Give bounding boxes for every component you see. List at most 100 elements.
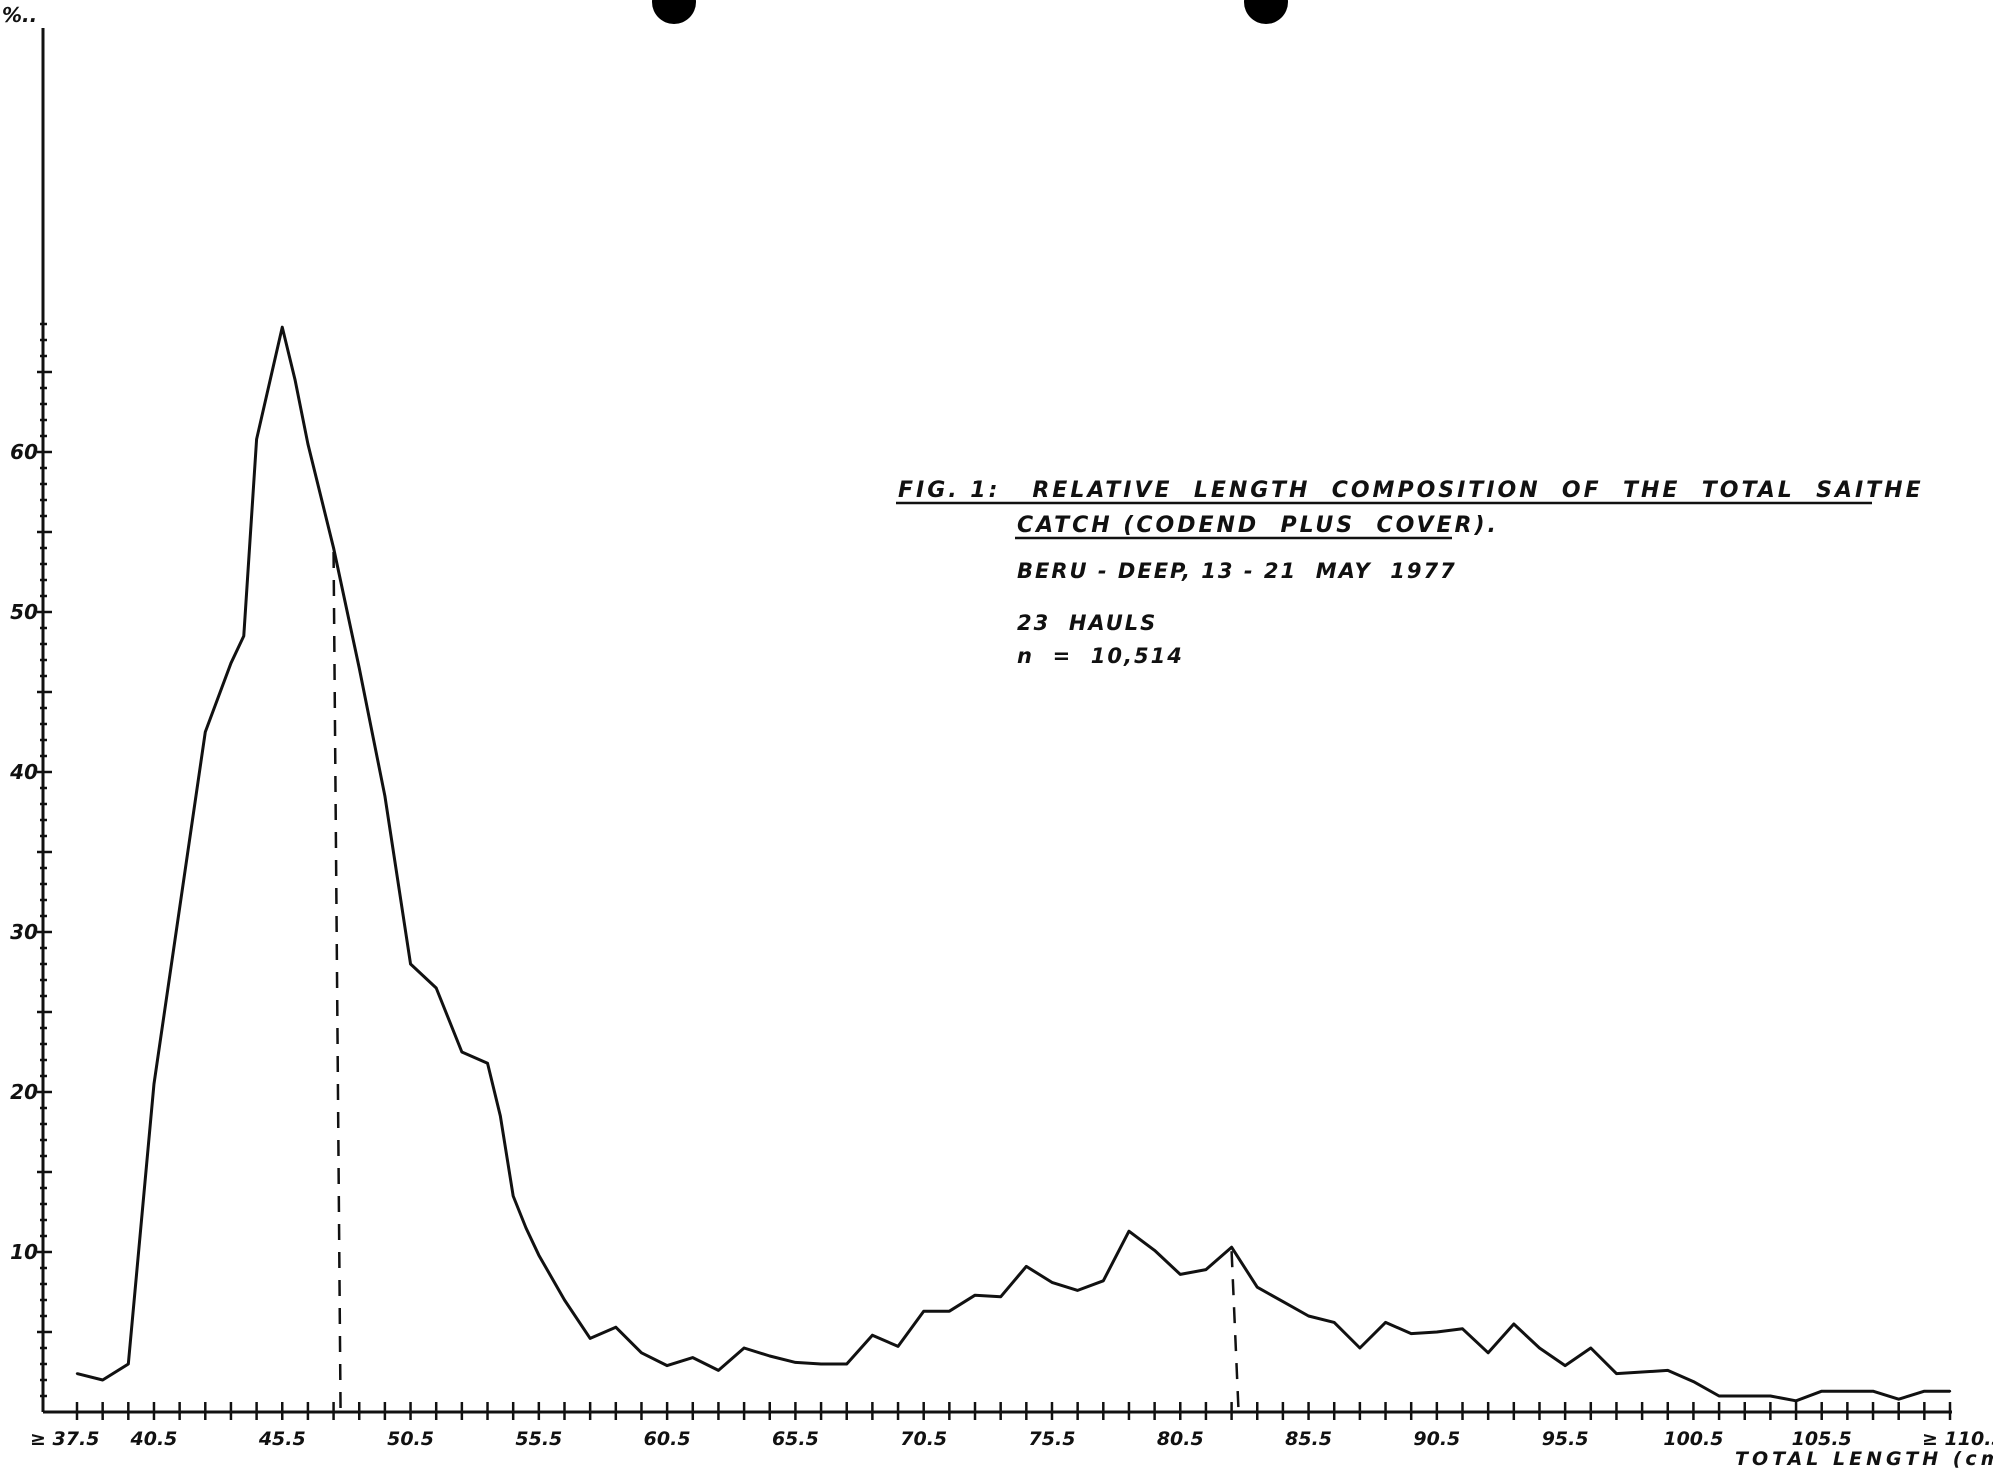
x-axis-title: TOTAL LENGTH (cm): [1735, 1448, 1993, 1469]
data-point: [127, 1362, 130, 1366]
data-point: [1563, 1364, 1567, 1367]
x-ticks: [75, 1402, 1952, 1420]
y-ticks: [37, 322, 52, 1398]
data-point: [293, 378, 297, 382]
x-tick-label: 45.5: [258, 1428, 306, 1450]
data-point: [511, 1194, 515, 1198]
data-point: [1589, 1346, 1592, 1350]
x-tick-label: 75.5: [1029, 1428, 1076, 1450]
data-point: [75, 1372, 79, 1375]
data-point: [845, 1362, 848, 1366]
data-point: [306, 442, 310, 446]
data-point: [1794, 1399, 1798, 1403]
binder-hole-left: [652, 0, 696, 24]
figure-title-line-1: FIG. 1: RELATIVE LENGTH COMPOSITION OF T…: [898, 478, 1924, 503]
data-point: [1666, 1369, 1669, 1372]
mode-lines: [332, 551, 1240, 1413]
data-point: [1512, 1322, 1516, 1326]
binder-hole-right: [1244, 0, 1288, 24]
data-point: [742, 1346, 746, 1350]
data-point: [794, 1361, 797, 1364]
mode-line: [332, 551, 342, 1413]
data-point: [255, 438, 258, 441]
series-line: [76, 325, 1950, 1403]
x-tick-label: 80.5: [1157, 1428, 1204, 1450]
data-point: [1897, 1398, 1900, 1401]
data-point: [1846, 1390, 1849, 1393]
data-point: [1179, 1273, 1182, 1276]
data-point: [1050, 1281, 1054, 1284]
data-point: [691, 1356, 694, 1359]
x-tick-label: 105.5: [1792, 1428, 1852, 1450]
x-tick-label: 50.5: [387, 1428, 434, 1450]
data-point: [1640, 1370, 1644, 1374]
data-point: [1230, 1246, 1233, 1249]
data-point: [1204, 1268, 1208, 1271]
data-point: [383, 794, 387, 798]
data-point: [524, 1226, 528, 1230]
y-tick-label: 30: [10, 920, 38, 944]
data-point: [1486, 1351, 1490, 1355]
data-point: [588, 1337, 592, 1340]
data-point: [1358, 1346, 1362, 1350]
data-point: [1076, 1289, 1079, 1292]
x-tick-label: 40.5: [130, 1428, 178, 1450]
data-point: [768, 1354, 771, 1358]
data-point: [460, 1050, 464, 1054]
data-point: [1948, 1390, 1952, 1393]
data-point: [717, 1369, 720, 1372]
data-point: [665, 1364, 669, 1367]
data-point: [1025, 1265, 1028, 1268]
data-point: [1256, 1286, 1259, 1289]
y-tick-label: 60: [10, 440, 38, 464]
data-point: [948, 1310, 951, 1313]
data-point: [1307, 1314, 1310, 1318]
data-point: [152, 1082, 156, 1086]
data-point: [871, 1334, 874, 1337]
data-point: [409, 962, 412, 966]
data-point: [922, 1310, 925, 1313]
data-point: [1127, 1230, 1131, 1233]
x-tick-label: ≥ 37.5: [30, 1428, 99, 1450]
figure-title-line-2: CATCH (CODEND PLUS COVER).: [1017, 513, 1499, 538]
data-point: [101, 1378, 104, 1382]
mode-line: [1230, 1251, 1240, 1413]
data-point: [537, 1254, 541, 1257]
y-axis-unit-label: %..: [2, 3, 37, 27]
data-point: [1871, 1390, 1875, 1393]
data-point: [499, 1114, 502, 1118]
x-tick-label: 65.5: [772, 1428, 819, 1450]
data-point: [1281, 1300, 1285, 1303]
data-point: [999, 1295, 1002, 1299]
data-point: [1692, 1380, 1695, 1383]
y-tick-label: 50: [10, 600, 38, 624]
data-point: [332, 546, 335, 550]
figure-subtitle-sample-size: n = 10,514: [1017, 644, 1184, 668]
data-point: [486, 1062, 489, 1065]
data-point: [178, 906, 181, 910]
data-point: [1717, 1394, 1721, 1398]
data-point: [1333, 1321, 1336, 1324]
x-tick-label: 55.5: [515, 1428, 562, 1450]
x-tick-label: 70.5: [900, 1428, 947, 1450]
y-tick-label: 20: [10, 1080, 38, 1104]
data-point: [204, 730, 207, 734]
data-point: [435, 986, 438, 990]
y-tick-label: 10: [10, 1240, 38, 1264]
data-point: [563, 1298, 566, 1302]
data-point: [614, 1326, 618, 1329]
data-point: [1409, 1332, 1413, 1335]
data-point: [973, 1294, 977, 1297]
data-point: [229, 662, 233, 665]
figure-subtitle-hauls: 23 HAULS: [1017, 611, 1157, 635]
data-point: [1102, 1279, 1105, 1283]
x-tick-label: 95.5: [1542, 1428, 1589, 1450]
data-point: [1461, 1327, 1464, 1331]
data-point: [1769, 1394, 1772, 1398]
y-tick-labels: 10 20 30 40 50 60: [9, 440, 38, 1264]
data-point: [1435, 1330, 1439, 1334]
x-tick-label: 90.5: [1413, 1428, 1460, 1450]
x-tick-label: 60.5: [644, 1428, 691, 1450]
data-point: [1538, 1346, 1541, 1350]
